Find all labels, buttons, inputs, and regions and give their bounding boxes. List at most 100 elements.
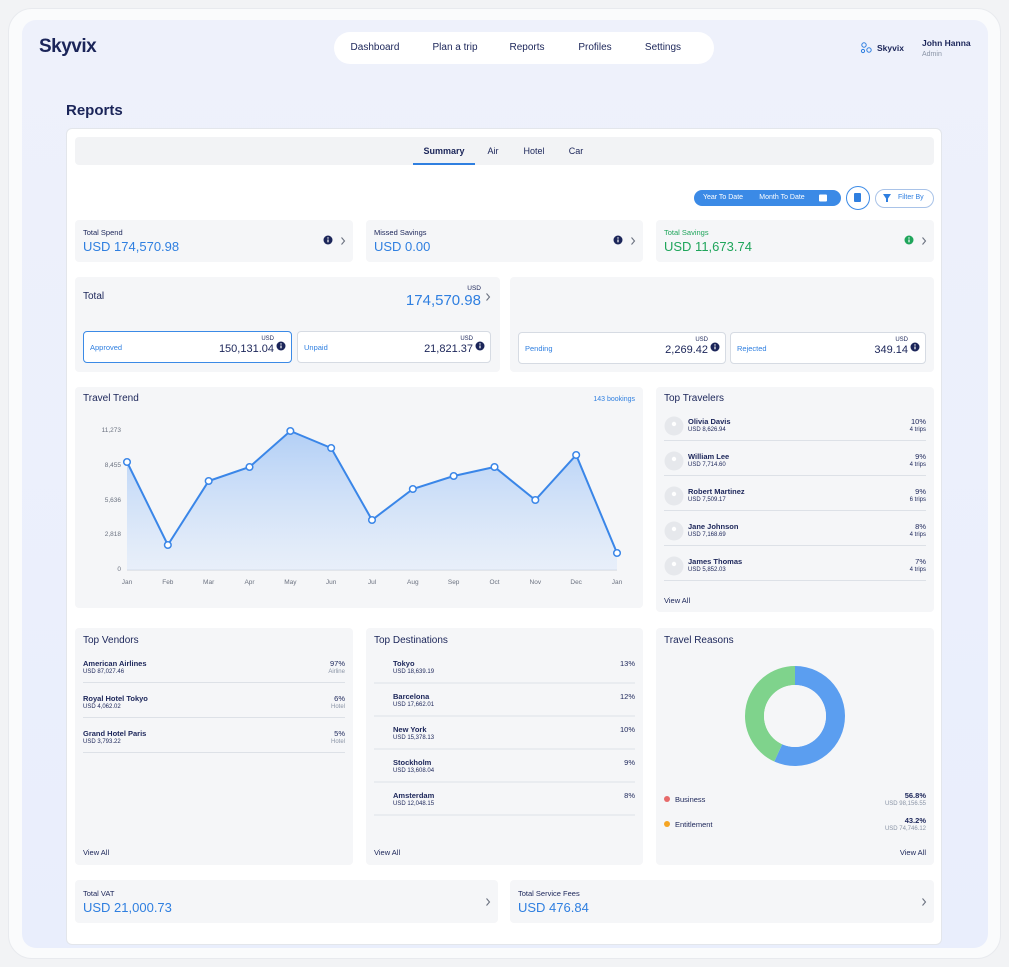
x-tick-label: Sep xyxy=(447,579,460,587)
vendor-kind: Hotel xyxy=(330,739,345,746)
destination-name: Amsterdam xyxy=(393,790,435,800)
view-all-link[interactable]: View All xyxy=(83,847,110,857)
summary-value: USD 11,673.74 xyxy=(664,239,752,255)
traveler-trips: 6 trips xyxy=(909,497,926,504)
card-title: Top Destinations xyxy=(374,635,448,646)
view-all-link[interactable]: View All xyxy=(899,847,926,857)
traveler-amount: USD 7,714.60 xyxy=(688,462,726,469)
traveler-name: William Lee xyxy=(688,451,730,461)
period-option[interactable]: Year To Date xyxy=(702,193,744,201)
user-name: John Hanna xyxy=(922,37,971,48)
destination-share: 8% xyxy=(624,790,635,800)
summary-label: Total Spend xyxy=(83,227,123,237)
traveler-amount: USD 7,509.17 xyxy=(688,497,726,504)
card-title: Travel Reasons xyxy=(664,635,734,646)
status-box[interactable] xyxy=(83,331,292,363)
nav-item[interactable]: Profiles xyxy=(578,42,612,53)
x-tick-label: Nov xyxy=(529,579,542,587)
status-box[interactable] xyxy=(297,331,491,363)
view-all-link[interactable]: View All xyxy=(664,595,691,605)
traveler-share: 10% xyxy=(910,416,926,426)
tab[interactable]: Summary xyxy=(423,145,465,156)
vendor-kind: Airline xyxy=(328,669,345,676)
tab[interactable]: Hotel xyxy=(523,145,545,156)
status-amount: 150,131.04 xyxy=(218,343,274,356)
status-box[interactable] xyxy=(730,332,926,364)
status-label: Unpaid xyxy=(304,342,328,352)
status-amount: 21,821.37 xyxy=(424,343,473,356)
trend-card xyxy=(75,387,643,608)
legend-value: 43.2% xyxy=(904,815,926,825)
y-tick-label: 11,273 xyxy=(101,427,121,435)
status-currency: USD xyxy=(261,336,274,343)
tab[interactable]: Car xyxy=(568,145,584,156)
view-all-link[interactable]: View All xyxy=(374,847,401,857)
destination-share: 13% xyxy=(619,658,635,668)
status-currency: USD xyxy=(695,337,708,344)
nav-item[interactable]: Settings xyxy=(644,42,682,53)
vendor-name: Royal Hotel Tokyo xyxy=(83,693,148,703)
card-title: Top Travelers xyxy=(664,393,725,404)
total-currency: USD xyxy=(467,285,481,293)
vendor-name: Grand Hotel Paris xyxy=(83,728,147,738)
destination-amount: USD 18,639.19 xyxy=(393,669,435,676)
nav-bar xyxy=(334,32,714,64)
traveler-share: 8% xyxy=(915,521,926,531)
summary-card[interactable] xyxy=(75,220,353,262)
nav-item[interactable]: Dashboard xyxy=(350,42,400,53)
destination-name: New York xyxy=(393,724,427,734)
filter-label[interactable]: Filter By xyxy=(898,193,924,201)
status-label: Approved xyxy=(90,342,123,352)
vendor-share: 6% xyxy=(334,693,345,703)
total-label: Total xyxy=(83,291,105,302)
status-box[interactable] xyxy=(518,332,726,364)
destination-amount: USD 17,662.01 xyxy=(393,702,435,709)
summary-card[interactable] xyxy=(366,220,643,262)
bookings-count: 143 bookings xyxy=(593,395,635,403)
status-currency: USD xyxy=(895,337,908,344)
status-label: Rejected xyxy=(737,343,767,353)
nav-item[interactable]: Reports xyxy=(509,42,545,53)
legend-label: Entitlement xyxy=(675,819,713,829)
page-title: Reports xyxy=(66,102,123,119)
bottom-card[interactable] xyxy=(75,880,498,923)
status-currency: USD xyxy=(460,336,473,343)
bottom-label: Total VAT xyxy=(83,888,115,898)
period-toggle[interactable] xyxy=(694,190,841,206)
traveler-share: 9% xyxy=(915,486,926,496)
vendor-share: 97% xyxy=(329,658,345,668)
traveler-name: Jane Johnson xyxy=(688,521,739,531)
destination-share: 9% xyxy=(624,757,635,767)
org-name: Skyvix xyxy=(877,42,904,53)
traveler-name: James Thomas xyxy=(688,556,743,566)
card-title: Travel Trend xyxy=(83,393,139,404)
nav-item[interactable]: Plan a trip xyxy=(432,42,478,53)
summary-card[interactable] xyxy=(656,220,934,262)
travelers-card xyxy=(656,387,934,612)
vendor-kind: Hotel xyxy=(330,704,345,711)
vendors-card xyxy=(75,628,353,865)
bottom-label: Total Service Fees xyxy=(518,888,580,898)
legend-amount: USD 74,746.12 xyxy=(884,826,926,833)
user-role: Admin xyxy=(922,50,942,58)
traveler-amount: USD 5,852.03 xyxy=(688,567,726,574)
vendor-share: 5% xyxy=(334,728,345,738)
bottom-card[interactable] xyxy=(510,880,934,923)
x-tick-label: Feb xyxy=(162,579,174,587)
vendor-amount: USD 4,062.02 xyxy=(83,704,121,711)
destination-name: Stockholm xyxy=(393,757,432,767)
y-tick-label: 2,818 xyxy=(104,531,121,539)
destination-amount: USD 13,608.04 xyxy=(393,768,435,775)
filter-button[interactable] xyxy=(875,189,934,208)
traveler-amount: USD 7,168.69 xyxy=(688,532,726,539)
period-option[interactable]: Month To Date xyxy=(759,193,805,201)
vendor-amount: USD 3,793.22 xyxy=(83,739,121,746)
status-amount: 349.14 xyxy=(874,344,908,357)
tab[interactable]: Air xyxy=(487,145,499,156)
summary-value: USD 174,570.98 xyxy=(83,239,180,255)
active-tab-underline xyxy=(413,163,475,165)
summary-label: Total Savings xyxy=(664,227,709,237)
x-tick-label: Aug xyxy=(407,579,419,587)
